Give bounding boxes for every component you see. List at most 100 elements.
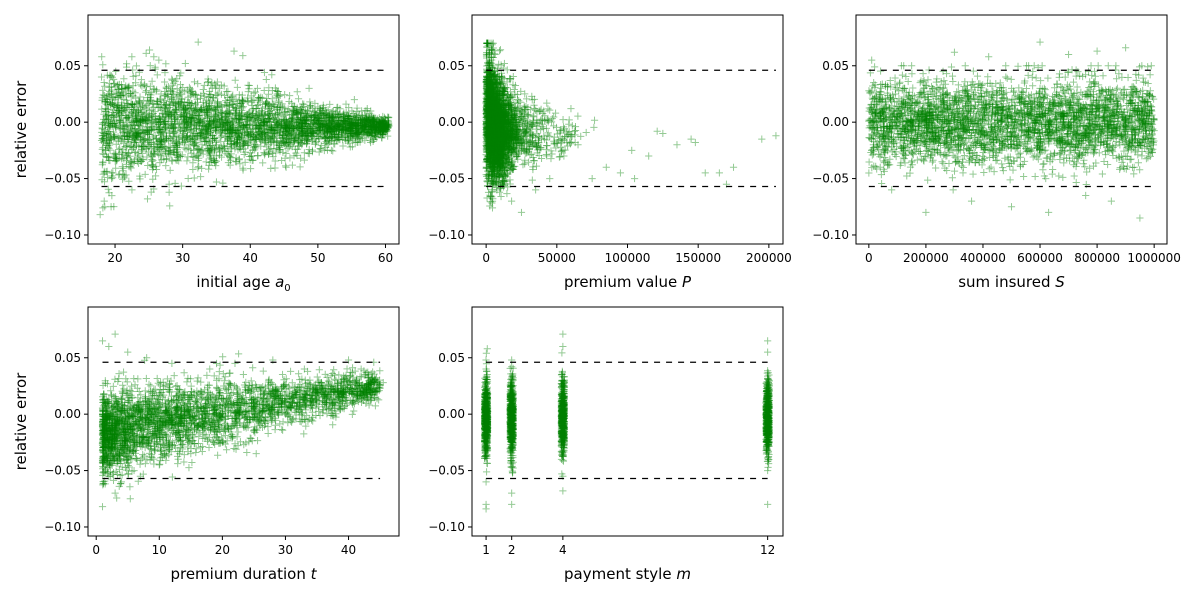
scatter-point: [385, 120, 393, 128]
scatter-point: [265, 134, 274, 143]
scatter-point: [308, 120, 316, 129]
scatter-point: [98, 125, 106, 133]
scatter-point: [286, 127, 294, 135]
scatter-point: [271, 127, 279, 135]
scatter-point: [291, 145, 299, 153]
scatter-point: [382, 122, 390, 130]
scatter-point: [297, 154, 305, 162]
scatter-point: [362, 114, 371, 122]
scatter-point: [300, 132, 308, 140]
scatter-point: [376, 130, 384, 138]
scatter-point: [330, 127, 338, 135]
scatter-point: [108, 108, 117, 116]
scatter-point: [304, 149, 312, 157]
scatter-point: [333, 136, 341, 145]
scatter-point: [219, 142, 228, 150]
scatter-point: [303, 117, 311, 125]
scatter-point: [302, 110, 310, 118]
scatter-point: [194, 105, 202, 114]
scatter-point: [159, 120, 168, 129]
scatter-point: [230, 114, 239, 123]
scatter-point: [336, 110, 344, 118]
scatter-point: [357, 119, 365, 127]
scatter-point: [275, 109, 284, 117]
scatter-point: [236, 160, 244, 168]
scatter-point: [128, 129, 136, 137]
scatter-point: [320, 128, 328, 136]
scatter-point: [265, 107, 273, 116]
scatter-point: [119, 90, 127, 98]
scatter-point: [369, 114, 378, 123]
scatter-point: [235, 115, 243, 124]
scatter-point: [225, 130, 233, 138]
scatter-point: [138, 115, 147, 123]
scatter-point: [206, 154, 214, 162]
scatter-point: [298, 129, 306, 137]
scatter-point: [191, 90, 200, 98]
scatter-point: [148, 166, 157, 174]
scatter-point: [365, 128, 373, 136]
scatter-point: [170, 124, 178, 132]
scatter-point: [309, 136, 317, 144]
scatter-point: [143, 126, 151, 135]
scatter-point: [360, 129, 368, 137]
scatter-point: [363, 107, 371, 115]
scatter-point: [298, 124, 306, 133]
scatter-point: [267, 125, 275, 133]
scatter-point: [225, 147, 233, 156]
scatter-point: [271, 110, 279, 119]
scatter-point: [167, 113, 176, 121]
scatter-point: [119, 167, 127, 175]
scatter-point: [282, 149, 290, 158]
scatter-point: [358, 119, 367, 127]
scatter-point: [257, 129, 265, 137]
scatter-point: [227, 125, 235, 133]
scatter-point: [110, 75, 118, 84]
scatter-point: [269, 133, 277, 141]
scatter-point: [168, 120, 176, 128]
scatter-point: [155, 125, 163, 133]
scatter-point: [240, 150, 248, 159]
scatter-point: [228, 93, 236, 101]
scatter-point: [339, 126, 347, 134]
scatter-point: [280, 122, 289, 130]
scatter-point: [366, 122, 375, 130]
scatter-point: [296, 118, 304, 126]
scatter-point: [247, 135, 255, 144]
scatter-point: [226, 132, 234, 140]
scatter-point: [296, 113, 305, 121]
scatter-point: [384, 114, 392, 122]
scatter-point: [303, 136, 311, 144]
scatter-point: [266, 104, 274, 113]
scatter-point: [346, 124, 354, 132]
scatter-point: [272, 93, 281, 101]
scatter-point: [335, 117, 343, 125]
scatter-point: [307, 127, 315, 135]
scatter-point: [185, 99, 194, 107]
scatter-point: [365, 129, 373, 137]
scatter-point: [124, 121, 132, 129]
scatter-point: [325, 125, 333, 133]
scatter-point: [262, 134, 270, 142]
scatter-point: [213, 91, 221, 99]
scatter-point: [232, 126, 241, 135]
scatter-point: [301, 120, 309, 128]
scatter-point: [260, 118, 269, 126]
scatter-point: [369, 115, 377, 123]
scatter-point: [261, 100, 270, 108]
scatter-point: [133, 154, 141, 162]
scatter-point: [383, 123, 391, 131]
scatter-point: [370, 135, 378, 143]
scatter-point: [124, 83, 132, 91]
scatter-point: [315, 135, 323, 143]
scatter-point: [219, 119, 227, 127]
scatter-point: [108, 73, 116, 81]
scatter-point: [257, 106, 265, 115]
scatter-point: [272, 121, 281, 129]
scatter-point: [176, 103, 184, 111]
scatter-point: [119, 121, 127, 129]
scatter-point: [300, 131, 308, 140]
scatter-point: [180, 105, 188, 113]
scatter-point: [106, 99, 114, 107]
scatter-point: [281, 91, 289, 99]
